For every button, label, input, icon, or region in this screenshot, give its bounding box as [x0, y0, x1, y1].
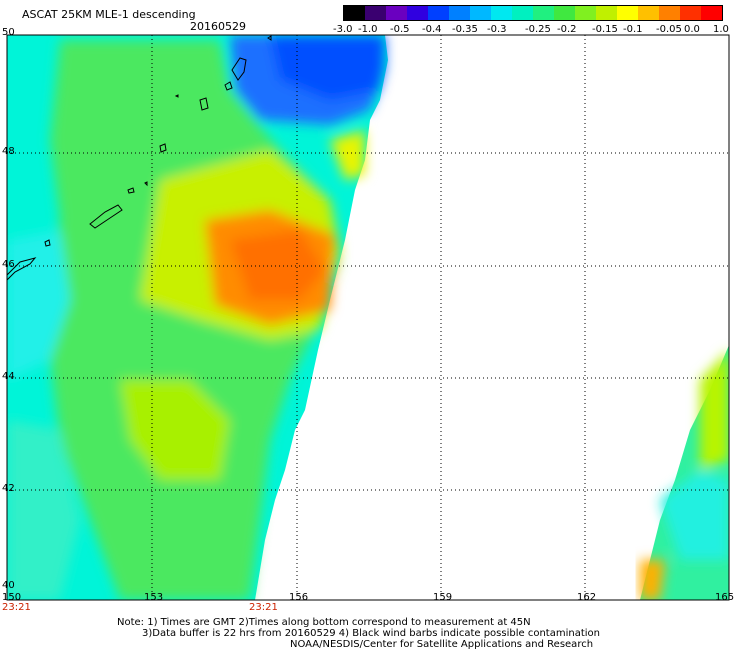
product-date: 20160529 — [190, 20, 246, 33]
colorbar-swatch — [575, 6, 596, 20]
colorbar-swatch — [701, 6, 722, 20]
lat-label-40: 40 — [2, 580, 15, 591]
left-swath — [7, 35, 388, 600]
colorbar-label: 1.0 — [713, 24, 729, 35]
colorbar-label: -0.5 — [390, 24, 410, 35]
colorbar-swatch — [365, 6, 386, 20]
lat-label-46: 46 — [2, 259, 15, 270]
lon-label-162: 162 — [577, 592, 597, 603]
lat-label-42: 42 — [2, 483, 15, 494]
colorbar-label: -3.0 — [333, 24, 353, 35]
colorbar-label: -0.25 — [525, 24, 551, 35]
colorbar-label: -0.2 — [557, 24, 577, 35]
colorbar-swatch — [470, 6, 491, 20]
time-label-left: 23:21 — [2, 602, 31, 613]
right-swath — [640, 345, 729, 600]
lat-label-44: 44 — [2, 371, 15, 382]
lat-label-50: 50 — [2, 27, 15, 38]
colorbar-label: -0.05 — [656, 24, 682, 35]
lat-label-48: 48 — [2, 146, 15, 157]
colorbar-swatch — [407, 6, 428, 20]
colorbar-swatch — [512, 6, 533, 20]
colorbar-label: -0.4 — [422, 24, 442, 35]
colorbar-swatch — [617, 6, 638, 20]
colorbar-swatch — [680, 6, 701, 20]
note-line-2: 3)Data buffer is 22 hrs from 20160529 4)… — [142, 628, 600, 639]
note-line-1: Note: 1) Times are GMT 2)Times along bot… — [117, 617, 531, 628]
colorbar-swatch — [491, 6, 512, 20]
graticule — [7, 35, 729, 600]
lon-label-159: 159 — [433, 592, 453, 603]
colorbar-label: -1.0 — [358, 24, 378, 35]
note-line-3: NOAA/NESDIS/Center for Satellite Applica… — [290, 639, 594, 650]
colorbar-swatch — [596, 6, 617, 20]
colorbar-swatch — [344, 6, 365, 20]
colorbar-swatch — [638, 6, 659, 20]
lon-label-165: 165 — [715, 592, 735, 603]
colorbar-label: -0.1 — [623, 24, 643, 35]
colorbar-label: -0.35 — [452, 24, 478, 35]
lon-label-156: 156 — [289, 592, 309, 603]
colorbar — [343, 5, 723, 21]
colorbar-label: 0.0 — [684, 24, 700, 35]
colorbar-swatch — [533, 6, 554, 20]
colorbar-label: -0.3 — [487, 24, 507, 35]
colorbar-swatch — [428, 6, 449, 20]
lon-label-150: 150 — [2, 592, 22, 603]
product-title: ASCAT 25KM MLE-1 descending — [22, 8, 196, 21]
colorbar-swatch — [386, 6, 407, 20]
colorbar-swatch — [449, 6, 470, 20]
time-label-mid: 23:21 — [249, 602, 278, 613]
colorbar-swatch — [659, 6, 680, 20]
colorbar-label: -0.15 — [592, 24, 618, 35]
lon-label-153: 153 — [144, 592, 164, 603]
coastlines — [7, 35, 272, 281]
colorbar-swatch — [554, 6, 575, 20]
map-frame — [6, 34, 730, 601]
